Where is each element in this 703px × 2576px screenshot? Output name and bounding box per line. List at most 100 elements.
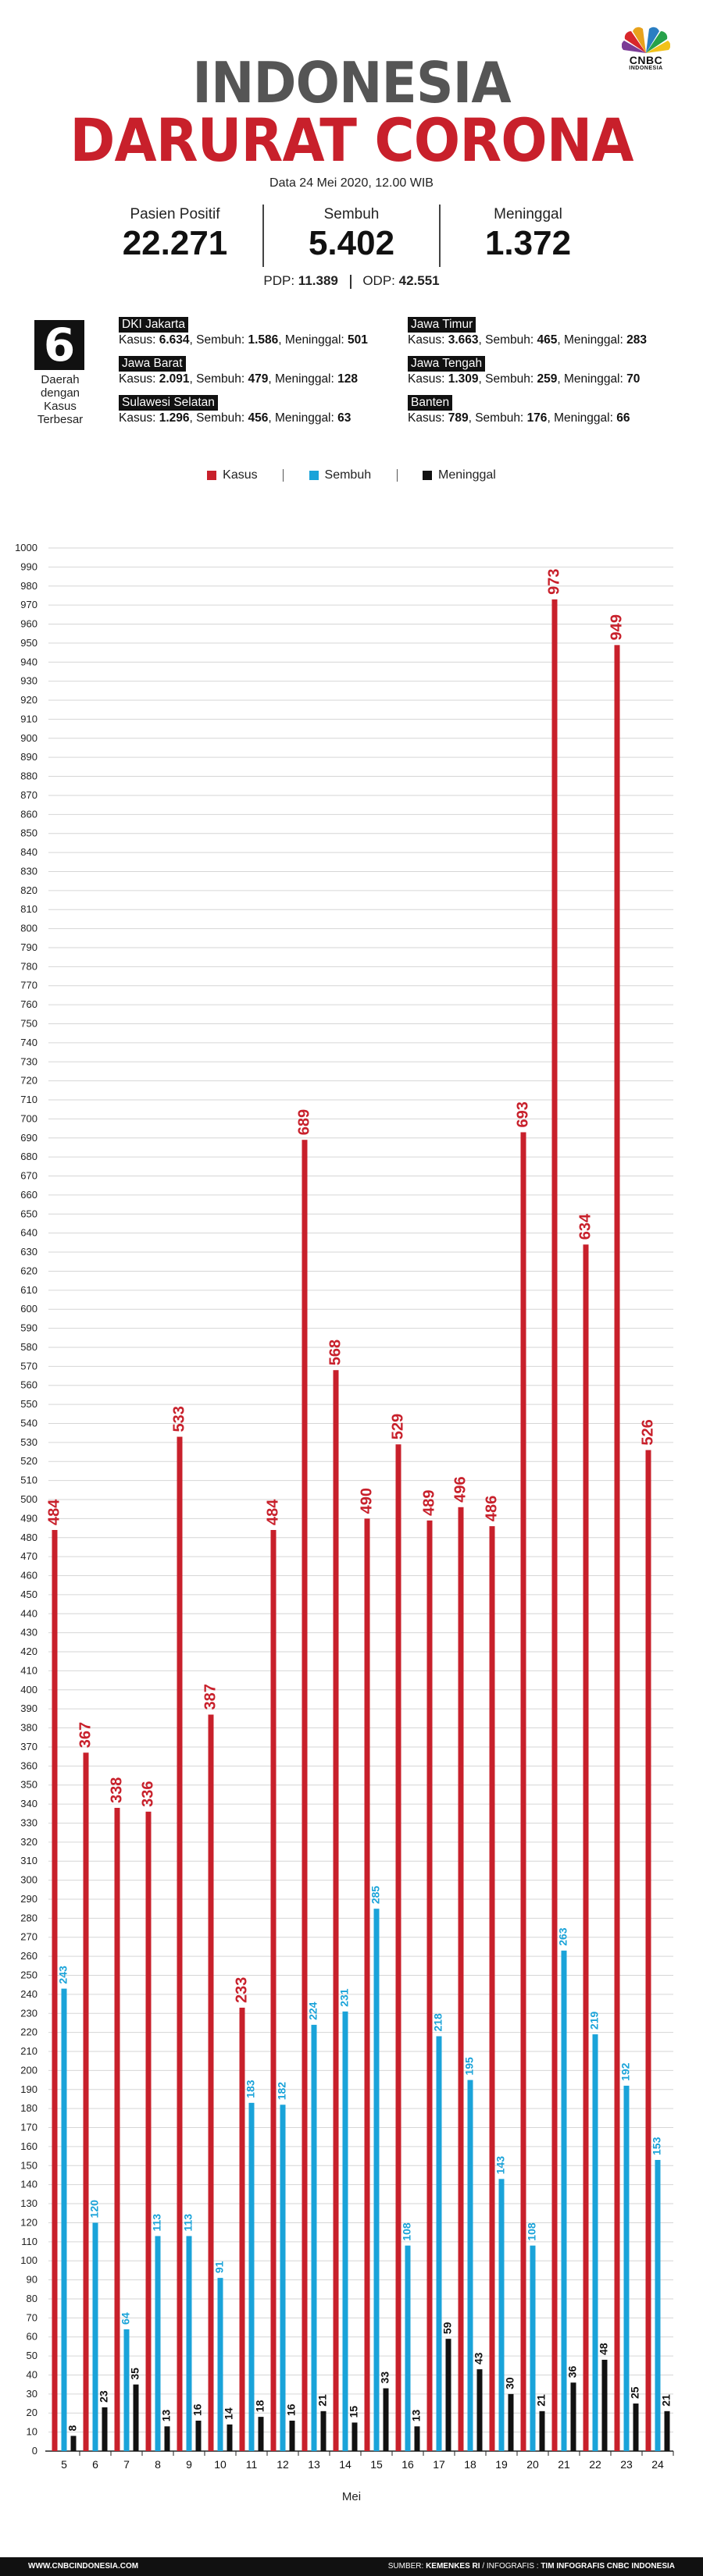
bar-meninggal xyxy=(70,2435,77,2451)
region-name: Banten xyxy=(408,395,453,411)
y-tick-label: 220 xyxy=(20,2026,37,2038)
y-tick-label: 450 xyxy=(20,1589,37,1600)
value-label-meninggal: 59 xyxy=(441,2322,454,2334)
value-label-meninggal: 30 xyxy=(504,2377,516,2389)
bar-sembuh xyxy=(280,2105,286,2451)
bar-sembuh xyxy=(342,2011,348,2451)
bar-meninggal xyxy=(227,2424,233,2451)
y-tick-label: 190 xyxy=(20,2083,37,2095)
y-tick-label: 240 xyxy=(20,1988,37,2000)
bar-kasus xyxy=(364,1518,370,2451)
y-tick-label: 40 xyxy=(27,2368,37,2380)
x-tick-label: 5 xyxy=(61,2458,67,2471)
value-label-sembuh: 285 xyxy=(369,1886,382,1905)
bar-sembuh xyxy=(436,2036,442,2451)
chart-legend: Kasus Sembuh Meninggal xyxy=(0,468,703,482)
region-jawa-timur: Jawa Timur Kasus: 3.663, Sembuh: 465, Me… xyxy=(408,317,647,347)
value-label-kasus: 489 xyxy=(420,1489,437,1515)
y-tick-label: 120 xyxy=(20,2216,37,2228)
x-tick-label: 6 xyxy=(92,2458,98,2471)
cnbc-logo: CNBC INDONESIA xyxy=(616,27,676,72)
sembuh-value: 176 xyxy=(526,411,548,425)
value-label-sembuh: 108 xyxy=(526,2222,538,2241)
y-tick-label: 570 xyxy=(20,1360,37,1372)
y-tick-label: 350 xyxy=(20,1779,37,1791)
bar-kasus xyxy=(551,599,558,2452)
bar-meninggal xyxy=(601,2359,608,2451)
y-tick-label: 620 xyxy=(20,1265,37,1276)
legend-item-meninggal: Meninggal xyxy=(423,468,496,482)
y-tick-label: 310 xyxy=(20,1855,37,1866)
sembuh-label: Sembuh: xyxy=(485,372,534,386)
y-tick-label: 710 xyxy=(20,1094,37,1105)
meninggal-value: 70 xyxy=(626,372,641,386)
legend-swatch xyxy=(423,470,433,480)
y-tick-label: 990 xyxy=(20,560,37,572)
meninggal-label: Meninggal: xyxy=(274,411,334,425)
x-axis-title: Mei xyxy=(341,2490,362,2503)
value-label-kasus: 634 xyxy=(576,1213,594,1240)
x-tick-label: 21 xyxy=(558,2458,570,2471)
meninggal-value: 283 xyxy=(626,333,647,347)
bar-kasus xyxy=(426,1520,433,2451)
x-tick-label: 8 xyxy=(155,2458,161,2471)
bar-meninggal xyxy=(414,2426,420,2451)
meninggal-value: 66 xyxy=(616,411,630,425)
value-label-meninggal: 25 xyxy=(629,2386,641,2399)
y-tick-label: 970 xyxy=(20,599,37,610)
pdp-odp-line: PDP: 11.389 ODP: 42.551 xyxy=(0,273,703,289)
meninggal-value: 128 xyxy=(337,372,358,386)
y-tick-label: 600 xyxy=(20,1303,37,1315)
y-tick-label: 500 xyxy=(20,1493,37,1505)
x-tick-label: 19 xyxy=(495,2458,508,2471)
y-tick-label: 720 xyxy=(20,1075,37,1087)
bar-kasus xyxy=(208,1714,214,2451)
y-tick-label: 60 xyxy=(27,2331,37,2343)
y-tick-label: 250 xyxy=(20,1969,37,1981)
value-label-sembuh: 64 xyxy=(120,2312,132,2325)
y-tick-label: 810 xyxy=(20,903,37,915)
infographic-label: / INFOGRAFIS : xyxy=(482,2562,539,2571)
kasus-label: Kasus: xyxy=(119,411,156,425)
legend-swatch xyxy=(309,470,319,480)
source-label: SUMBER: xyxy=(387,2562,424,2571)
y-tick-label: 750 xyxy=(20,1018,37,1030)
x-tick-label: 11 xyxy=(246,2458,258,2471)
y-tick-label: 840 xyxy=(20,846,37,858)
x-tick-label: 20 xyxy=(526,2458,539,2471)
bar-meninggal xyxy=(352,2422,358,2451)
stat-value: 5.402 xyxy=(308,224,395,262)
stat-positive: Pasien Positif 22.271 xyxy=(87,205,262,267)
bar-sembuh xyxy=(655,2159,661,2451)
region-jawa-tengah: Jawa Tengah Kasus: 1.309, Sembuh: 259, M… xyxy=(408,356,641,386)
footer-bar: WWW.CNBCINDONESIA.COM SUMBER: KEMENKES R… xyxy=(0,2557,703,2576)
value-label-sembuh: 219 xyxy=(588,2012,601,2030)
kasus-label: Kasus: xyxy=(119,372,156,386)
y-tick-label: 770 xyxy=(20,980,37,991)
y-tick-label: 10 xyxy=(27,2426,37,2438)
value-label-meninggal: 33 xyxy=(379,2371,391,2384)
legend-divider xyxy=(396,469,398,482)
value-label-meninggal: 21 xyxy=(660,2394,673,2407)
bar-meninggal xyxy=(539,2411,545,2451)
x-tick-label: 22 xyxy=(589,2458,601,2471)
y-tick-label: 740 xyxy=(20,1037,37,1048)
y-tick-label: 20 xyxy=(27,2407,37,2418)
x-tick-label: 10 xyxy=(214,2458,227,2471)
y-tick-label: 800 xyxy=(20,923,37,934)
stat-recovered: Sembuh 5.402 xyxy=(262,205,439,267)
kasus-value: 2.091 xyxy=(159,372,190,386)
region-banten: Banten Kasus: 789, Sembuh: 176, Meningga… xyxy=(408,395,630,425)
bar-meninggal xyxy=(195,2420,202,2451)
value-label-meninggal: 18 xyxy=(254,2400,266,2412)
source-value: KEMENKES RI xyxy=(426,2562,480,2571)
bar-kasus xyxy=(145,1811,152,2451)
y-tick-label: 530 xyxy=(20,1436,37,1448)
kasus-value: 3.663 xyxy=(448,333,479,347)
bar-meninggal xyxy=(164,2426,170,2451)
y-tick-label: 340 xyxy=(20,1798,37,1809)
meninggal-label: Meninggal: xyxy=(284,333,344,347)
regions-count-badge: 6 xyxy=(34,320,84,370)
sembuh-label: Sembuh: xyxy=(196,372,245,386)
value-label-meninggal: 13 xyxy=(410,2410,423,2422)
